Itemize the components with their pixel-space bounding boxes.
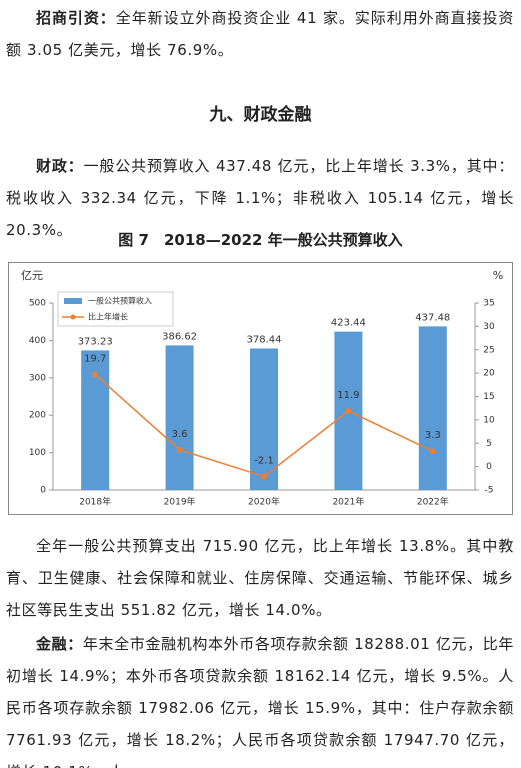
x-tick-label: 2018年 [79,496,111,508]
paragraph-text: 年末全市金融机构本外币各项存款余额 18288.01 亿元，比年初增长 14.9… [6,635,514,768]
bar [418,326,447,490]
bar [165,345,194,490]
data-label: 423.44 [331,318,366,329]
line-point [345,407,352,414]
x-tick-label: 2021年 [332,496,364,508]
y-tick-label: 200 [29,411,46,421]
paragraph-label: 财政： [36,157,84,175]
y2-tick-label: 10 [483,415,495,425]
y2-tick-label: 30 [483,322,495,332]
x-tick-label: 2020年 [248,496,280,508]
line-point [429,448,436,455]
y-tick-label: 300 [29,373,46,383]
y2-tick-label: -5 [485,486,494,496]
paragraph-text: 全年一般公共预算支出 715.90 亿元，比上年增长 13.8%。其中教育、卫生… [6,537,514,619]
y-tick-label: 0 [40,486,46,496]
y-tick-label: 100 [29,448,46,458]
x-tick-label: 2019年 [164,496,196,508]
paragraph: 金融：年末全市金融机构本外币各项存款余额 18288.01 亿元，比年初增长 1… [6,628,514,768]
y2-tick-label: 35 [483,299,494,309]
legend-swatch [70,314,76,320]
paragraph-text: 一般公共预算收入 437.48 亿元，比上年增长 3.3%，其中：税收收入 33… [6,157,514,239]
paragraph-label: 金融： [36,635,83,653]
paragraph-text: 全年新设立外商投资企业 41 家。实际利用外商直接投资额 3.05 亿美元，增长… [6,9,514,59]
x-tick-label: 2022年 [417,496,449,508]
figure-caption: 图 7 2018—2022 年一般公共预算收入 [118,231,403,249]
y2-tick-label: 0 [486,462,492,472]
bar [250,348,278,490]
y2-tick-label: 25 [483,345,494,355]
bar [81,350,110,490]
data-label: 373.23 [78,336,113,347]
data-label: 386.62 [162,331,197,342]
legend-box [57,291,174,327]
legend-label: 一般公共预算收入 [88,296,152,306]
y2-tick-label: 5 [486,439,492,449]
data-label: 3.6 [172,429,188,440]
y2-axis-label: % [493,269,503,282]
y-tick-label: 400 [29,336,46,346]
y-axis-label: 亿元 [21,269,43,282]
paragraph-label: 招商引资： [36,9,116,27]
chart: 亿元 % 0 100 200 300 400 500 -5 0 5 10 15 20 25 30 35 201… [8,262,513,515]
legend-label: 比上年增长 [88,312,128,322]
y2-tick-label: 20 [483,369,495,379]
data-label: 19.7 [84,354,106,365]
line-point [176,446,183,453]
data-label: 3.3 [425,430,441,441]
section-title: 九、财政金融 [209,105,312,125]
chart-border [8,262,513,515]
data-label: 11.9 [337,390,359,401]
line-point [92,371,99,378]
paragraph: 全年一般公共预算支出 715.90 亿元，比上年增长 13.8%。其中教育、卫生… [6,530,514,626]
legend-swatch [64,298,82,304]
y-tick-label: 500 [29,299,46,309]
y2-tick-label: 15 [483,392,494,402]
data-label: 437.48 [415,312,450,323]
data-label: 378.44 [247,334,282,345]
paragraph: 财政：一般公共预算收入 437.48 亿元，比上年增长 3.3%，其中：税收收入… [6,150,514,246]
data-label: -2.1 [254,455,274,466]
line-point [261,473,267,480]
paragraph: 招商引资：全年新设立外商投资企业 41 家。实际利用外商直接投资额 3.05 亿… [6,2,514,66]
